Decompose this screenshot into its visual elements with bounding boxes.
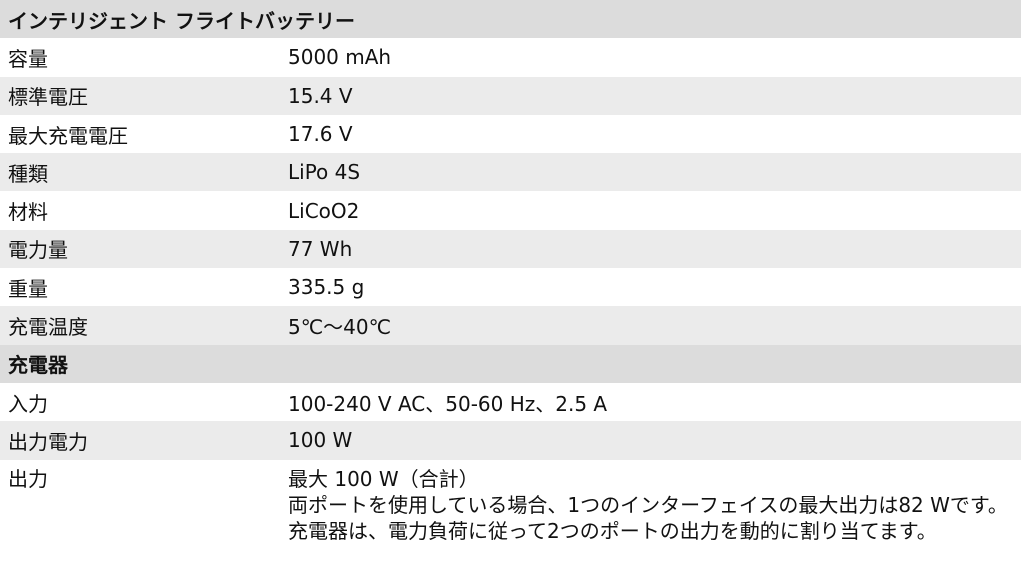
row-value: 335.5 g <box>288 275 365 300</box>
table-row: 最大充電電圧 17.6 V <box>0 115 1021 153</box>
row-value: 100-240 V AC、50-60 Hz、2.5 A <box>288 391 608 416</box>
row-label: 容量 <box>8 46 48 71</box>
section-header-battery: インテリジェント フライトバッテリー <box>0 0 1021 39</box>
row-label: 種類 <box>8 161 48 186</box>
value-line: 最大 100 W（合計） <box>288 466 479 491</box>
row-value: 15.4 V <box>288 83 353 108</box>
row-value: 77 Wh <box>288 236 353 261</box>
row-label: 重量 <box>8 276 48 301</box>
row-value: 5000 mAh <box>288 45 392 70</box>
table-row: 電力量 77 Wh <box>0 229 1021 269</box>
row-label: 出力電力 <box>8 429 88 454</box>
section-title: 充電器 <box>8 353 68 378</box>
row-label: 出力 <box>8 466 48 491</box>
row-label: 電力量 <box>8 238 68 263</box>
row-value: 5℃～40℃ <box>288 315 392 340</box>
table-row: 入力 100-240 V AC、50-60 Hz、2.5 A <box>0 383 1021 421</box>
row-value: 最大 100 W（合計） 両ポートを使用している場合、1つのインターフェイスの最… <box>288 466 1021 544</box>
value-line: 両ポートを使用している場合、1つのインターフェイスの最大出力は82 Wです。充電… <box>288 492 1008 543</box>
row-label: 材料 <box>8 200 48 225</box>
row-label: 入力 <box>8 391 48 416</box>
row-value: 100 W <box>288 428 353 453</box>
table-row: 重量 335.5 g <box>0 268 1021 306</box>
row-label: 最大充電電圧 <box>8 123 128 148</box>
section-header-charger: 充電器 <box>0 344 1021 383</box>
row-label: 充電温度 <box>8 315 88 340</box>
table-row: 出力 最大 100 W（合計） 両ポートを使用している場合、1つのインターフェイ… <box>0 460 1021 579</box>
section-title: インテリジェント フライトバッテリー <box>8 8 355 33</box>
row-label: 標準電圧 <box>8 85 88 110</box>
row-value: LiCoO2 <box>288 198 360 223</box>
row-value: 17.6 V <box>288 122 353 147</box>
table-row: 材料 LiCoO2 <box>0 191 1021 229</box>
table-row: 標準電圧 15.4 V <box>0 76 1021 115</box>
table-row: 出力電力 100 W <box>0 421 1021 460</box>
table-row: 容量 5000 mAh <box>0 38 1021 76</box>
table-row: 充電温度 5℃～40℃ <box>0 306 1021 345</box>
table-row: 種類 LiPo 4S <box>0 153 1021 192</box>
row-value: LiPo 4S <box>288 160 361 185</box>
